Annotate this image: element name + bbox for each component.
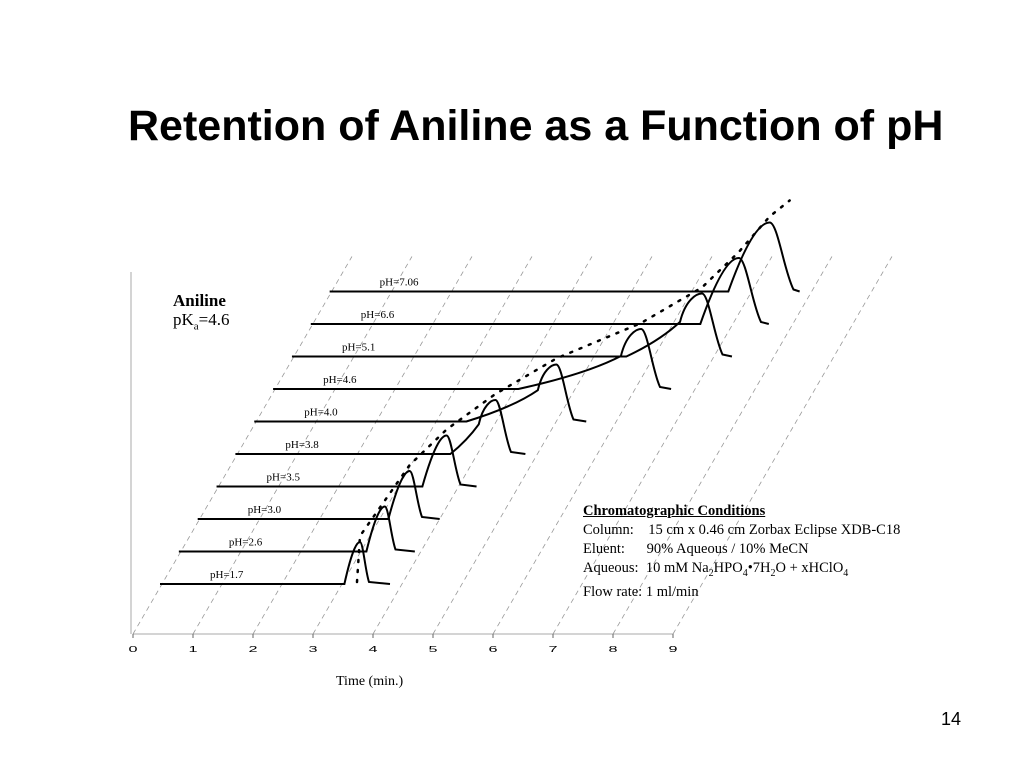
trace-ph-label: pH=5.1: [342, 342, 375, 354]
grid-line: [552, 256, 773, 635]
trace-ph-label: pH=7.06: [380, 277, 419, 289]
trace-ph-label: pH=4.6: [323, 374, 357, 386]
grid-line: [672, 256, 893, 635]
grid-line: [312, 256, 533, 635]
conditions-aqueous: Aqueous: 10 mM Na2HPO4•7H2O + xHClO4: [583, 560, 849, 579]
x-axis-label: Time (min.): [336, 674, 404, 689]
trace-ph-label: pH=3.5: [267, 472, 301, 484]
x-tick-label: 8: [608, 644, 617, 654]
chromatogram-trace: [197, 469, 440, 520]
x-tick-label: 1: [188, 644, 197, 654]
analyte-pka: pKa=4.6: [173, 310, 230, 333]
x-tick-label: 7: [548, 644, 557, 654]
x-tick-label: 6: [488, 644, 497, 654]
chromatogram-trace: [254, 363, 587, 423]
x-tick-label: 9: [668, 644, 677, 654]
chromatogram-trace: [216, 434, 477, 488]
trace-ph-label: pH=2.6: [229, 537, 263, 549]
grid-line: [192, 256, 413, 635]
chromatogram-trace: [273, 327, 672, 390]
chromatogram-trace: [178, 505, 415, 553]
grid-line: [432, 256, 653, 635]
page-number: 14: [941, 709, 962, 729]
trace-ph-label: pH=3.0: [248, 504, 282, 516]
chromatogram-trace: [235, 398, 526, 455]
grid-line: [492, 256, 713, 635]
trace-ph-label: pH=4.0: [304, 407, 338, 419]
analyte-name: Aniline: [173, 291, 226, 310]
conditions-column: Column: 15 cm x 0.46 cm Zorbax Eclipse X…: [583, 522, 901, 538]
conditions-flow-rate: Flow rate: 1 ml/min: [583, 583, 699, 600]
x-tick-label: 0: [128, 644, 137, 654]
grid-line: [612, 256, 833, 635]
chromatographic-conditions: Chromatographic Conditions Column: 15 cm…: [583, 502, 900, 602]
slide-title: Retention of Aniline as a Function of pH: [128, 102, 944, 150]
chromatogram-trace: [310, 256, 770, 325]
trace-ph-label: pH=1.7: [210, 569, 244, 581]
trace-ph-label: pH=3.8: [285, 439, 319, 451]
retention-trend-curve: [355, 199, 791, 584]
analyte-label: Aniline pKa=4.6: [173, 291, 230, 336]
grid-line: [372, 256, 593, 635]
grid-line: [252, 256, 473, 635]
x-tick-label: 4: [368, 644, 377, 654]
chromatogram-trace: [291, 292, 733, 358]
trace-ph-label: pH=6.6: [361, 309, 395, 321]
chromatogram-trace: [160, 540, 391, 585]
conditions-heading: Chromatographic Conditions: [583, 503, 766, 519]
x-tick-label: 3: [308, 644, 317, 654]
x-tick-label: 2: [248, 644, 257, 654]
x-tick-label: 5: [428, 644, 437, 654]
chromatogram-trace: [329, 221, 800, 293]
conditions-eluent: Eluent: 90% Aqueous / 10% MeCN: [583, 541, 809, 557]
grid-line: [132, 256, 353, 635]
